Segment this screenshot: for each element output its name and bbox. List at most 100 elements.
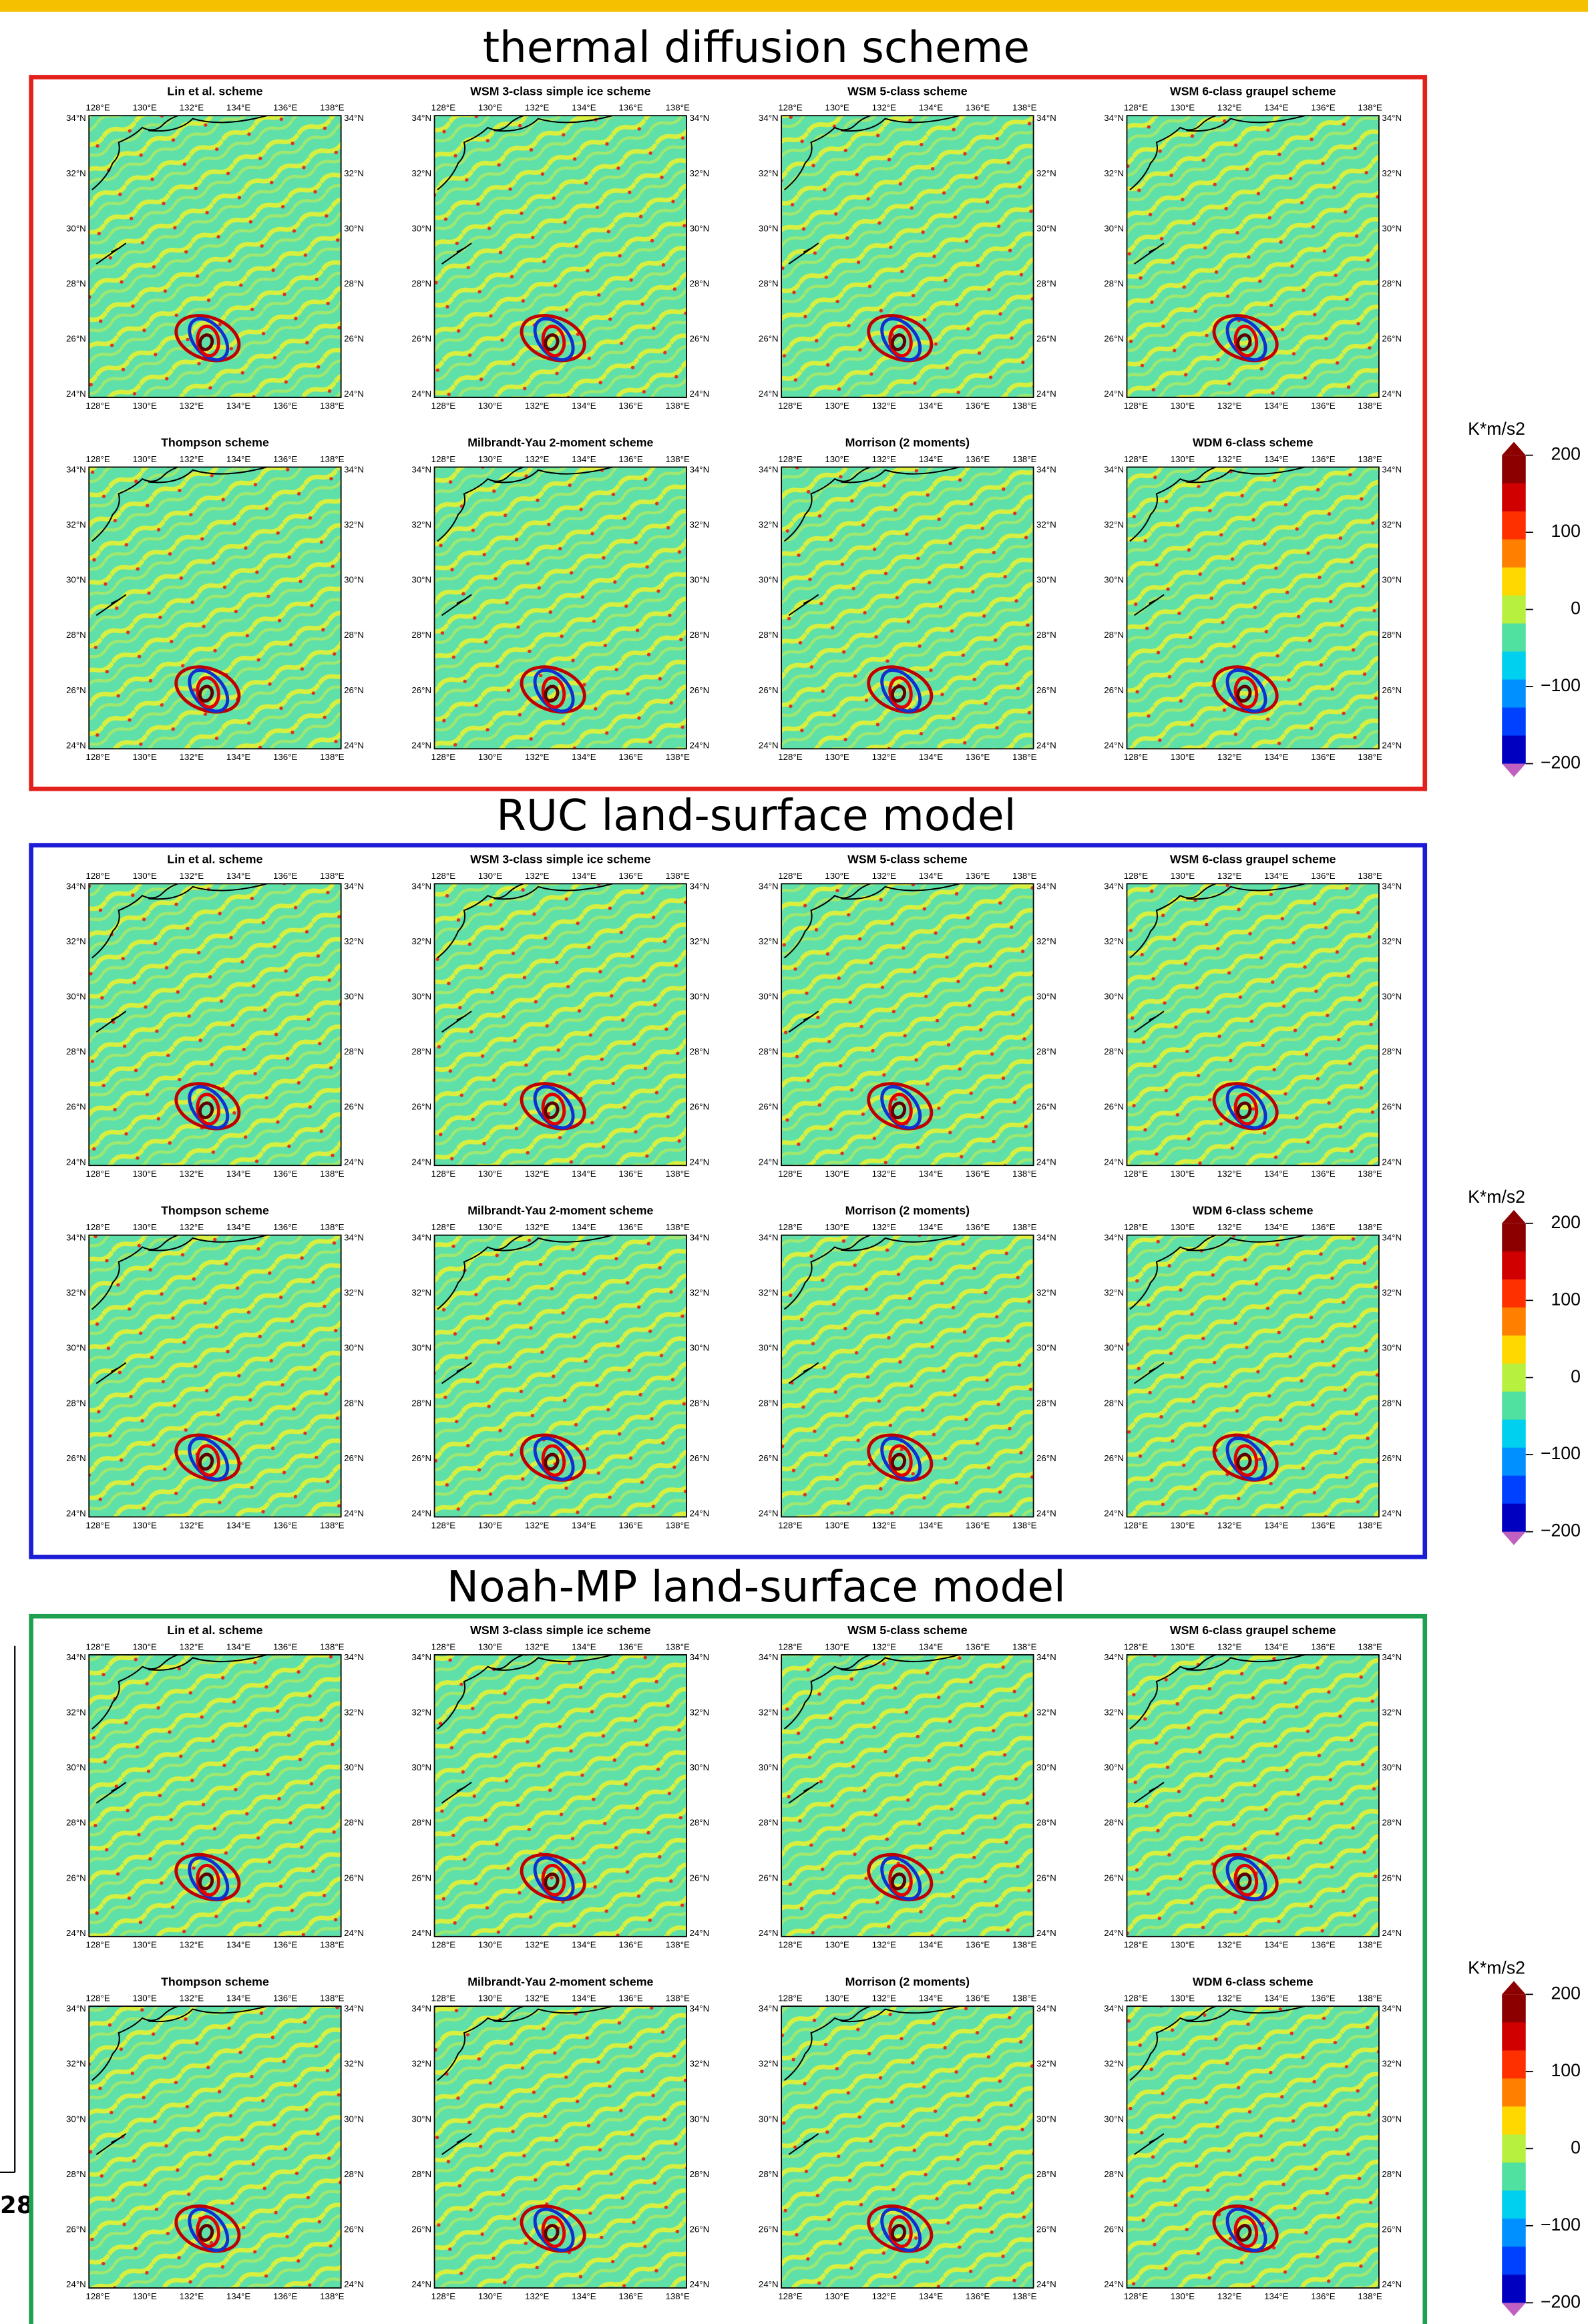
lon-label: 136°E <box>618 2291 643 2301</box>
lat-label: 26°N <box>344 2224 364 2235</box>
lat-label: 28°N <box>66 278 86 288</box>
lat-label: 34°N <box>1104 2003 1124 2013</box>
colorbar-swatch <box>1502 483 1526 512</box>
lon-label: 130°E <box>478 1169 503 1179</box>
lon-label: 134°E <box>226 1222 251 1232</box>
lat-label: 30°N <box>411 2114 431 2124</box>
storm-swirl <box>1233 1093 1259 1126</box>
lat-label: 24°N <box>1036 1509 1056 1519</box>
storm-swirl <box>198 2224 214 2242</box>
lon-label: 138°E <box>1358 752 1382 762</box>
lat-label: 28°N <box>344 1398 364 1408</box>
storm-swirl <box>196 325 220 358</box>
lat-label: 26°N <box>66 1453 86 1463</box>
lat-label: 34°N <box>66 881 86 891</box>
lat-label: 32°N <box>1036 1707 1056 1717</box>
lat-label: 28°N <box>411 1818 431 1828</box>
lat-label: 32°N <box>759 1707 779 1717</box>
lat-label: 26°N <box>759 1873 779 1883</box>
colorbar-swatch <box>1502 707 1526 737</box>
lon-label: 128°E <box>778 1641 803 1652</box>
lat-label: 28°N <box>66 1046 86 1056</box>
lat-label: 24°N <box>689 2279 709 2289</box>
lon-label: 134°E <box>226 1169 251 1179</box>
map-field <box>1126 466 1380 750</box>
lat-label: 34°N <box>66 1652 86 1662</box>
lon-label: 130°E <box>132 454 157 464</box>
lat-label: 24°N <box>344 389 364 399</box>
lat-label: 24°N <box>1104 1509 1124 1519</box>
storm-swirl <box>541 1863 566 1897</box>
lon-label: 130°E <box>478 1940 503 1950</box>
colorbar-tick-label: 0 <box>1571 1366 1581 1386</box>
lon-label: 134°E <box>1264 2291 1289 2301</box>
storm-swirl <box>541 2215 566 2249</box>
lat-label: 30°N <box>689 1343 709 1353</box>
colorbar-tick-label: −100 <box>1541 2214 1581 2235</box>
lat-label: 32°N <box>1036 936 1056 946</box>
lon-label: 128°E <box>1124 1520 1149 1530</box>
lon-label: 134°E <box>226 1993 251 2003</box>
lat-label: 24°N <box>689 389 709 399</box>
lon-label: 132°E <box>872 1641 897 1652</box>
lat-label: 32°N <box>1036 2059 1056 2069</box>
lon-label: 130°E <box>825 454 849 464</box>
lat-label: 28°N <box>411 1046 431 1056</box>
lat-label: 24°N <box>411 1509 431 1519</box>
colorbar-unit: K*m/s2 <box>1468 1187 1525 1207</box>
lat-label: 32°N <box>411 936 431 946</box>
lon-label: 134°E <box>226 103 251 113</box>
colorbar-swatch <box>1502 679 1526 709</box>
storm-swirl <box>533 1085 575 1130</box>
lon-label: 138°E <box>1012 1222 1037 1232</box>
colorbar-swatch <box>1502 2022 1526 2052</box>
colorbar-under <box>1502 763 1526 777</box>
lat-label: 26°N <box>66 2224 86 2235</box>
lon-label: 134°E <box>1264 1222 1289 1232</box>
lat-label: 32°N <box>1104 1288 1124 1298</box>
lon-label: 128°E <box>778 1993 803 2003</box>
lat-label: 32°N <box>689 520 709 530</box>
lat-label: 32°N <box>66 1288 86 1298</box>
lon-label: 138°E <box>1012 401 1037 411</box>
lon-label: 138°E <box>1358 1993 1382 2003</box>
lon-label: 128°E <box>85 1169 110 1179</box>
colorbar-swatch <box>1502 2275 1526 2303</box>
storm-swirl <box>880 668 922 713</box>
storm-swirl <box>174 665 241 714</box>
lon-label: 132°E <box>1217 1222 1242 1232</box>
lon-label: 134°E <box>919 752 944 762</box>
lat-label: 28°N <box>344 1818 364 1828</box>
lat-label: 28°N <box>344 278 364 288</box>
lat-label: 24°N <box>344 1157 364 1167</box>
lon-label: 138°E <box>320 1520 345 1530</box>
colorbar-swatch <box>1502 1363 1526 1392</box>
lon-label: 130°E <box>1171 752 1195 762</box>
lon-label: 128°E <box>431 1641 456 1652</box>
lat-label: 26°N <box>1104 2224 1124 2235</box>
lon-label: 128°E <box>85 103 110 113</box>
colorbar-swatch <box>1502 2134 1526 2163</box>
lon-label: 130°E <box>132 871 157 881</box>
lon-label: 128°E <box>778 1520 803 1530</box>
storm-swirl <box>544 1872 560 1891</box>
lon-label: 130°E <box>1171 454 1195 464</box>
lon-label: 128°E <box>1124 871 1149 881</box>
lat-label: 32°N <box>411 1288 431 1298</box>
lat-label: 26°N <box>689 1453 709 1463</box>
lat-label: 28°N <box>1036 630 1056 640</box>
lat-label: 32°N <box>66 168 86 178</box>
lat-label: 26°N <box>411 334 431 344</box>
coastline <box>437 883 613 1033</box>
storm-swirl <box>1212 314 1279 363</box>
lat-label: 24°N <box>759 1928 779 1938</box>
lon-label: 132°E <box>525 752 550 762</box>
lon-label: 130°E <box>825 1940 849 1950</box>
lon-label: 130°E <box>478 1222 503 1232</box>
lat-label: 28°N <box>689 1398 709 1408</box>
lat-label: 24°N <box>1382 1928 1402 1938</box>
storm-swirl <box>533 1856 575 1901</box>
lon-label: 134°E <box>1264 871 1289 881</box>
lon-label: 138°E <box>665 752 690 762</box>
lat-label: 28°N <box>1104 1818 1124 1828</box>
